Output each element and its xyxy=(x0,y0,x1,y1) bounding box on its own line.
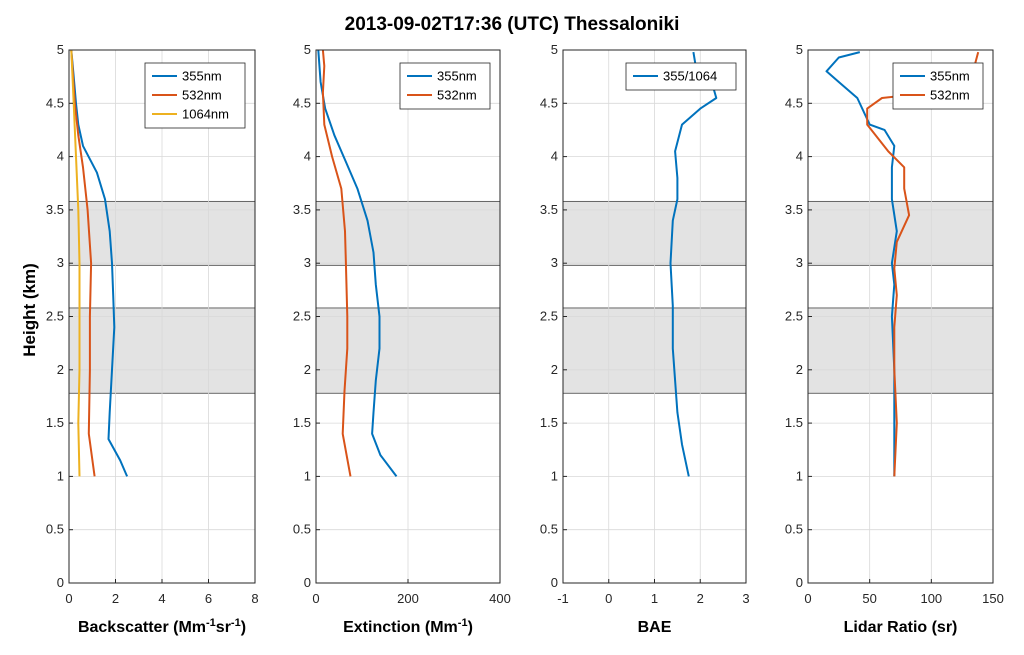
x-axis-label: Backscatter (Mm-1sr-1) xyxy=(78,617,246,636)
x-tick-label: 0 xyxy=(312,591,319,606)
y-tick-label: 4 xyxy=(551,149,558,164)
y-tick-label: 2 xyxy=(551,362,558,377)
x-tick-label: 150 xyxy=(982,591,1004,606)
y-tick-label: 0 xyxy=(304,575,311,590)
y-tick-label: 5 xyxy=(304,42,311,57)
legend-label: 1064nm xyxy=(182,107,229,122)
y-tick-label: 2 xyxy=(304,362,311,377)
x-tick-label: 400 xyxy=(489,591,511,606)
x-tick-label: 0 xyxy=(804,591,811,606)
y-tick-label: 2.5 xyxy=(46,309,64,324)
series-line-355nm xyxy=(317,49,398,478)
x-tick-label: 4 xyxy=(158,591,165,606)
y-tick-label: 3.5 xyxy=(785,202,803,217)
y-tick-label: 3 xyxy=(304,255,311,270)
series-line-355nm xyxy=(70,49,129,477)
y-tick-label: 5 xyxy=(551,42,558,57)
y-tick-label: 1 xyxy=(796,468,803,483)
y-tick-label: 2.5 xyxy=(540,309,558,324)
y-tick-label: 3 xyxy=(57,255,64,270)
y-tick-label: 5 xyxy=(796,42,803,57)
y-tick-label: 4 xyxy=(57,149,64,164)
panel-2: 0 200 400 0 0.5 1 1.5 2 2.5 3 3.5 4 4.5 5 Extinction (… xyxy=(293,42,511,636)
y-tick-label: 1 xyxy=(551,468,558,483)
y-tick-label: 2 xyxy=(796,362,803,377)
x-tick-label: 3 xyxy=(742,591,749,606)
y-tick-label: 2.5 xyxy=(293,309,311,324)
y-tick-label: 3.5 xyxy=(46,202,64,217)
x-axis-label: Lidar Ratio (sr) xyxy=(844,619,958,636)
series-line-355nm xyxy=(825,51,898,477)
x-tick-label: 0 xyxy=(65,591,72,606)
x-axis-label: Extinction (Mm-1) xyxy=(343,617,473,636)
legend-box xyxy=(892,62,984,110)
y-tick-label: 4.5 xyxy=(540,95,558,110)
y-tick-label: 0.5 xyxy=(293,522,311,537)
legend-label: 532nm xyxy=(437,88,477,103)
legend: 355nm 532nm 1064nm xyxy=(144,62,246,129)
y-tick-label: 4 xyxy=(796,149,803,164)
y-tick-label: 2.5 xyxy=(785,309,803,324)
figure-title: 2013-09-02T17:36 (UTC) Thessaloniki xyxy=(344,14,680,35)
x-tick-label: 50 xyxy=(862,591,876,606)
legend: 355nm 532nm xyxy=(892,62,984,110)
y-tick-label: 3 xyxy=(796,255,803,270)
legend-label: 355nm xyxy=(182,69,222,84)
x-tick-label: 200 xyxy=(397,591,419,606)
y-tick-label: 2 xyxy=(57,362,64,377)
y-tick-label: 5 xyxy=(57,42,64,57)
y-tick-label: 3.5 xyxy=(293,202,311,217)
x-tick-label: -1 xyxy=(557,591,569,606)
y-tick-label: 0.5 xyxy=(46,522,64,537)
y-tick-label: 3.5 xyxy=(540,202,558,217)
y-tick-label: 1.5 xyxy=(785,415,803,430)
y-tick-label: 0 xyxy=(57,575,64,590)
y-tick-label: 1.5 xyxy=(540,415,558,430)
panel-4: 0 50 100 150 0 0.5 1 1.5 2 2.5 3 3.5 4 4.5 5 Lidar Rati… xyxy=(785,42,1004,636)
series-line-1064nm xyxy=(70,49,81,477)
y-tick-label: 4.5 xyxy=(785,95,803,110)
y-tick-label: 4 xyxy=(304,149,311,164)
shaded-layer xyxy=(807,307,994,394)
legend-label: 355nm xyxy=(437,69,477,84)
y-tick-label: 0.5 xyxy=(785,522,803,537)
legend: 355nm 532nm xyxy=(399,62,491,110)
legend-label: 532nm xyxy=(930,88,970,103)
legend-label: 355/1064 xyxy=(663,69,717,84)
series-line-532nm xyxy=(321,49,352,477)
legend: 355/1064 xyxy=(625,62,737,91)
x-tick-label: 6 xyxy=(205,591,212,606)
series-line-532nm xyxy=(70,49,96,477)
y-tick-label: 4.5 xyxy=(46,95,64,110)
x-tick-label: 1 xyxy=(651,591,658,606)
legend-label: 355nm xyxy=(930,69,970,84)
x-tick-label: 2 xyxy=(697,591,704,606)
y-tick-label: 1.5 xyxy=(293,415,311,430)
x-axis-label: BAE xyxy=(638,619,672,636)
y-tick-label: 1 xyxy=(304,468,311,483)
panel-1: 0 2 4 6 8 0 0.5 1 1.5 2 2.5 3 3.5 4 4.5 5 Backscatter (M… xyxy=(46,42,259,636)
x-tick-label: 100 xyxy=(920,591,942,606)
y-tick-label: 0 xyxy=(551,575,558,590)
legend-box xyxy=(399,62,491,110)
legend-label: 532nm xyxy=(182,88,222,103)
y-tick-label: 0.5 xyxy=(540,522,558,537)
y-tick-label: 0 xyxy=(796,575,803,590)
x-tick-label: 2 xyxy=(112,591,119,606)
y-tick-label: 1 xyxy=(57,468,64,483)
y-tick-label: 3 xyxy=(551,255,558,270)
series-line-3551064 xyxy=(669,51,718,477)
y-tick-label: 4.5 xyxy=(293,95,311,110)
y-tick-label: 1.5 xyxy=(46,415,64,430)
x-tick-label: 8 xyxy=(251,591,258,606)
x-tick-label: 0 xyxy=(605,591,612,606)
